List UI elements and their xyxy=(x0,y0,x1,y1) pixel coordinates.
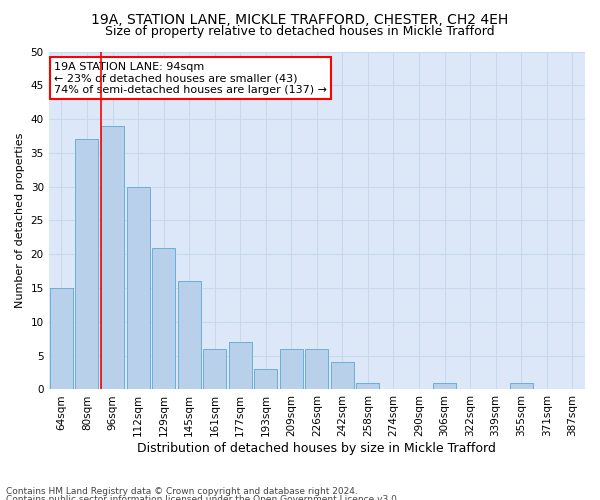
Text: 19A, STATION LANE, MICKLE TRAFFORD, CHESTER, CH2 4EH: 19A, STATION LANE, MICKLE TRAFFORD, CHES… xyxy=(91,12,509,26)
Bar xyxy=(305,349,328,390)
Bar xyxy=(254,369,277,390)
Bar xyxy=(127,186,149,390)
Bar xyxy=(178,282,200,390)
Text: Contains public sector information licensed under the Open Government Licence v3: Contains public sector information licen… xyxy=(6,495,400,500)
X-axis label: Distribution of detached houses by size in Mickle Trafford: Distribution of detached houses by size … xyxy=(137,442,496,455)
Y-axis label: Number of detached properties: Number of detached properties xyxy=(15,133,25,308)
Bar xyxy=(331,362,354,390)
Text: 19A STATION LANE: 94sqm
← 23% of detached houses are smaller (43)
74% of semi-de: 19A STATION LANE: 94sqm ← 23% of detache… xyxy=(54,62,327,95)
Text: Contains HM Land Registry data © Crown copyright and database right 2024.: Contains HM Land Registry data © Crown c… xyxy=(6,488,358,496)
Bar xyxy=(433,382,456,390)
Bar xyxy=(152,248,175,390)
Bar xyxy=(509,382,533,390)
Bar xyxy=(229,342,252,390)
Bar xyxy=(76,140,98,390)
Bar xyxy=(356,382,379,390)
Bar xyxy=(280,349,303,390)
Bar xyxy=(101,126,124,390)
Bar xyxy=(203,349,226,390)
Bar xyxy=(50,288,73,390)
Text: Size of property relative to detached houses in Mickle Trafford: Size of property relative to detached ho… xyxy=(105,25,495,38)
